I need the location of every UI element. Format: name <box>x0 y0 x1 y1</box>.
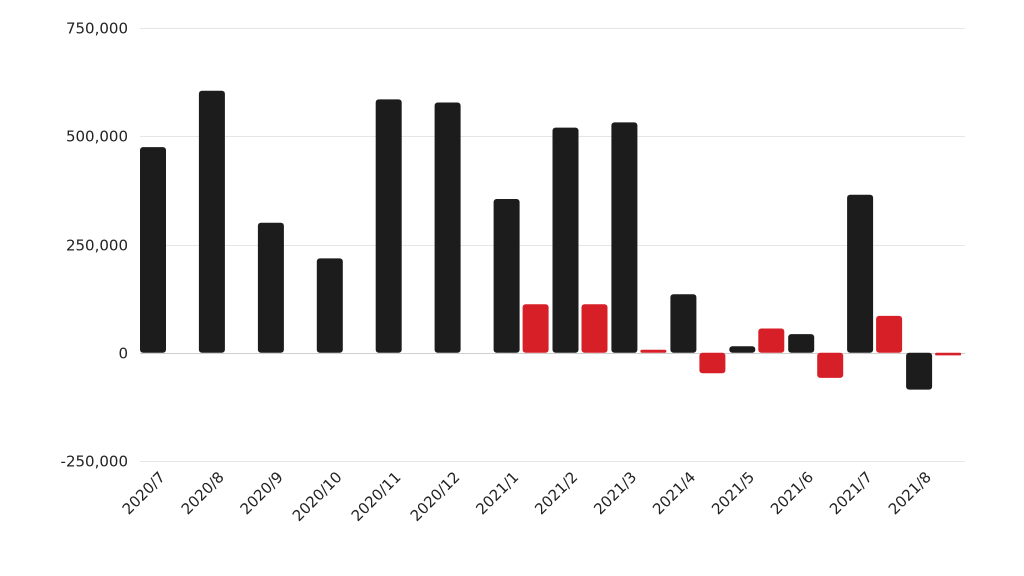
bar-series1-2021-4 <box>670 294 697 353</box>
bar-series1-2021-2 <box>552 127 579 353</box>
bar-series2-2021-1 <box>522 304 549 353</box>
x-tick-label: 2020/11 <box>348 468 405 525</box>
x-tick-label: 2020/10 <box>289 468 346 525</box>
bar-series1-2020-8 <box>198 90 225 353</box>
bars <box>140 90 962 390</box>
y-tick-label: 250,000 <box>66 237 128 255</box>
x-tick-label: 2021/5 <box>708 468 758 518</box>
x-tick-label: 2021/7 <box>826 468 876 518</box>
y-tick-label: 750,000 <box>66 20 128 38</box>
y-tick-label: 0 <box>118 345 128 363</box>
x-tick-label: 2021/6 <box>767 468 817 518</box>
bar-series1-2020-11 <box>375 99 402 353</box>
bar-series1-2021-1 <box>493 199 520 353</box>
bar-series1-2021-5 <box>729 346 756 353</box>
y-tick-label: -250,000 <box>61 453 128 471</box>
y-tick-label: 500,000 <box>66 128 128 146</box>
bar-series1-2020-12 <box>434 102 461 353</box>
x-tick-label: 2021/1 <box>472 468 522 518</box>
x-tick-label: 2021/2 <box>531 468 581 518</box>
bar-series1-2021-8 <box>906 352 933 390</box>
bar-series2-2021-2 <box>581 304 608 353</box>
x-axis-tick-labels: 2020/7 2020/8 2020/9 2020/10 2020/11 2020/12 2… <box>119 468 935 525</box>
bar-series1-2021-6 <box>788 334 815 353</box>
bar-series1-2021-3 <box>611 122 638 353</box>
x-tick-label: 2020/7 <box>119 468 169 518</box>
bar-series1-2020-9 <box>257 222 284 353</box>
bar-series2-2021-3 <box>640 349 667 353</box>
bar-series1-2020-10 <box>316 258 343 353</box>
bar-series1-2021-7 <box>847 194 874 353</box>
bar-series2-2021-5 <box>758 328 785 353</box>
x-tick-label: 2021/4 <box>649 468 699 518</box>
bar-series2-2021-8 <box>935 352 962 356</box>
x-tick-label: 2020/8 <box>178 468 228 518</box>
y-axis-tick-labels: -250,000 0 250,000 500,000 750,000 <box>61 20 128 471</box>
x-tick-label: 2020/12 <box>407 468 464 525</box>
bar-series2-2021-7 <box>876 315 903 353</box>
bar-series2-2021-4 <box>699 352 726 374</box>
bar-series2-2021-6 <box>817 352 844 378</box>
x-tick-label: 2020/9 <box>237 468 287 518</box>
bar-series1-2020-7 <box>140 147 166 353</box>
x-tick-label: 2021/3 <box>590 468 640 518</box>
x-tick-label: 2021/8 <box>885 468 935 518</box>
